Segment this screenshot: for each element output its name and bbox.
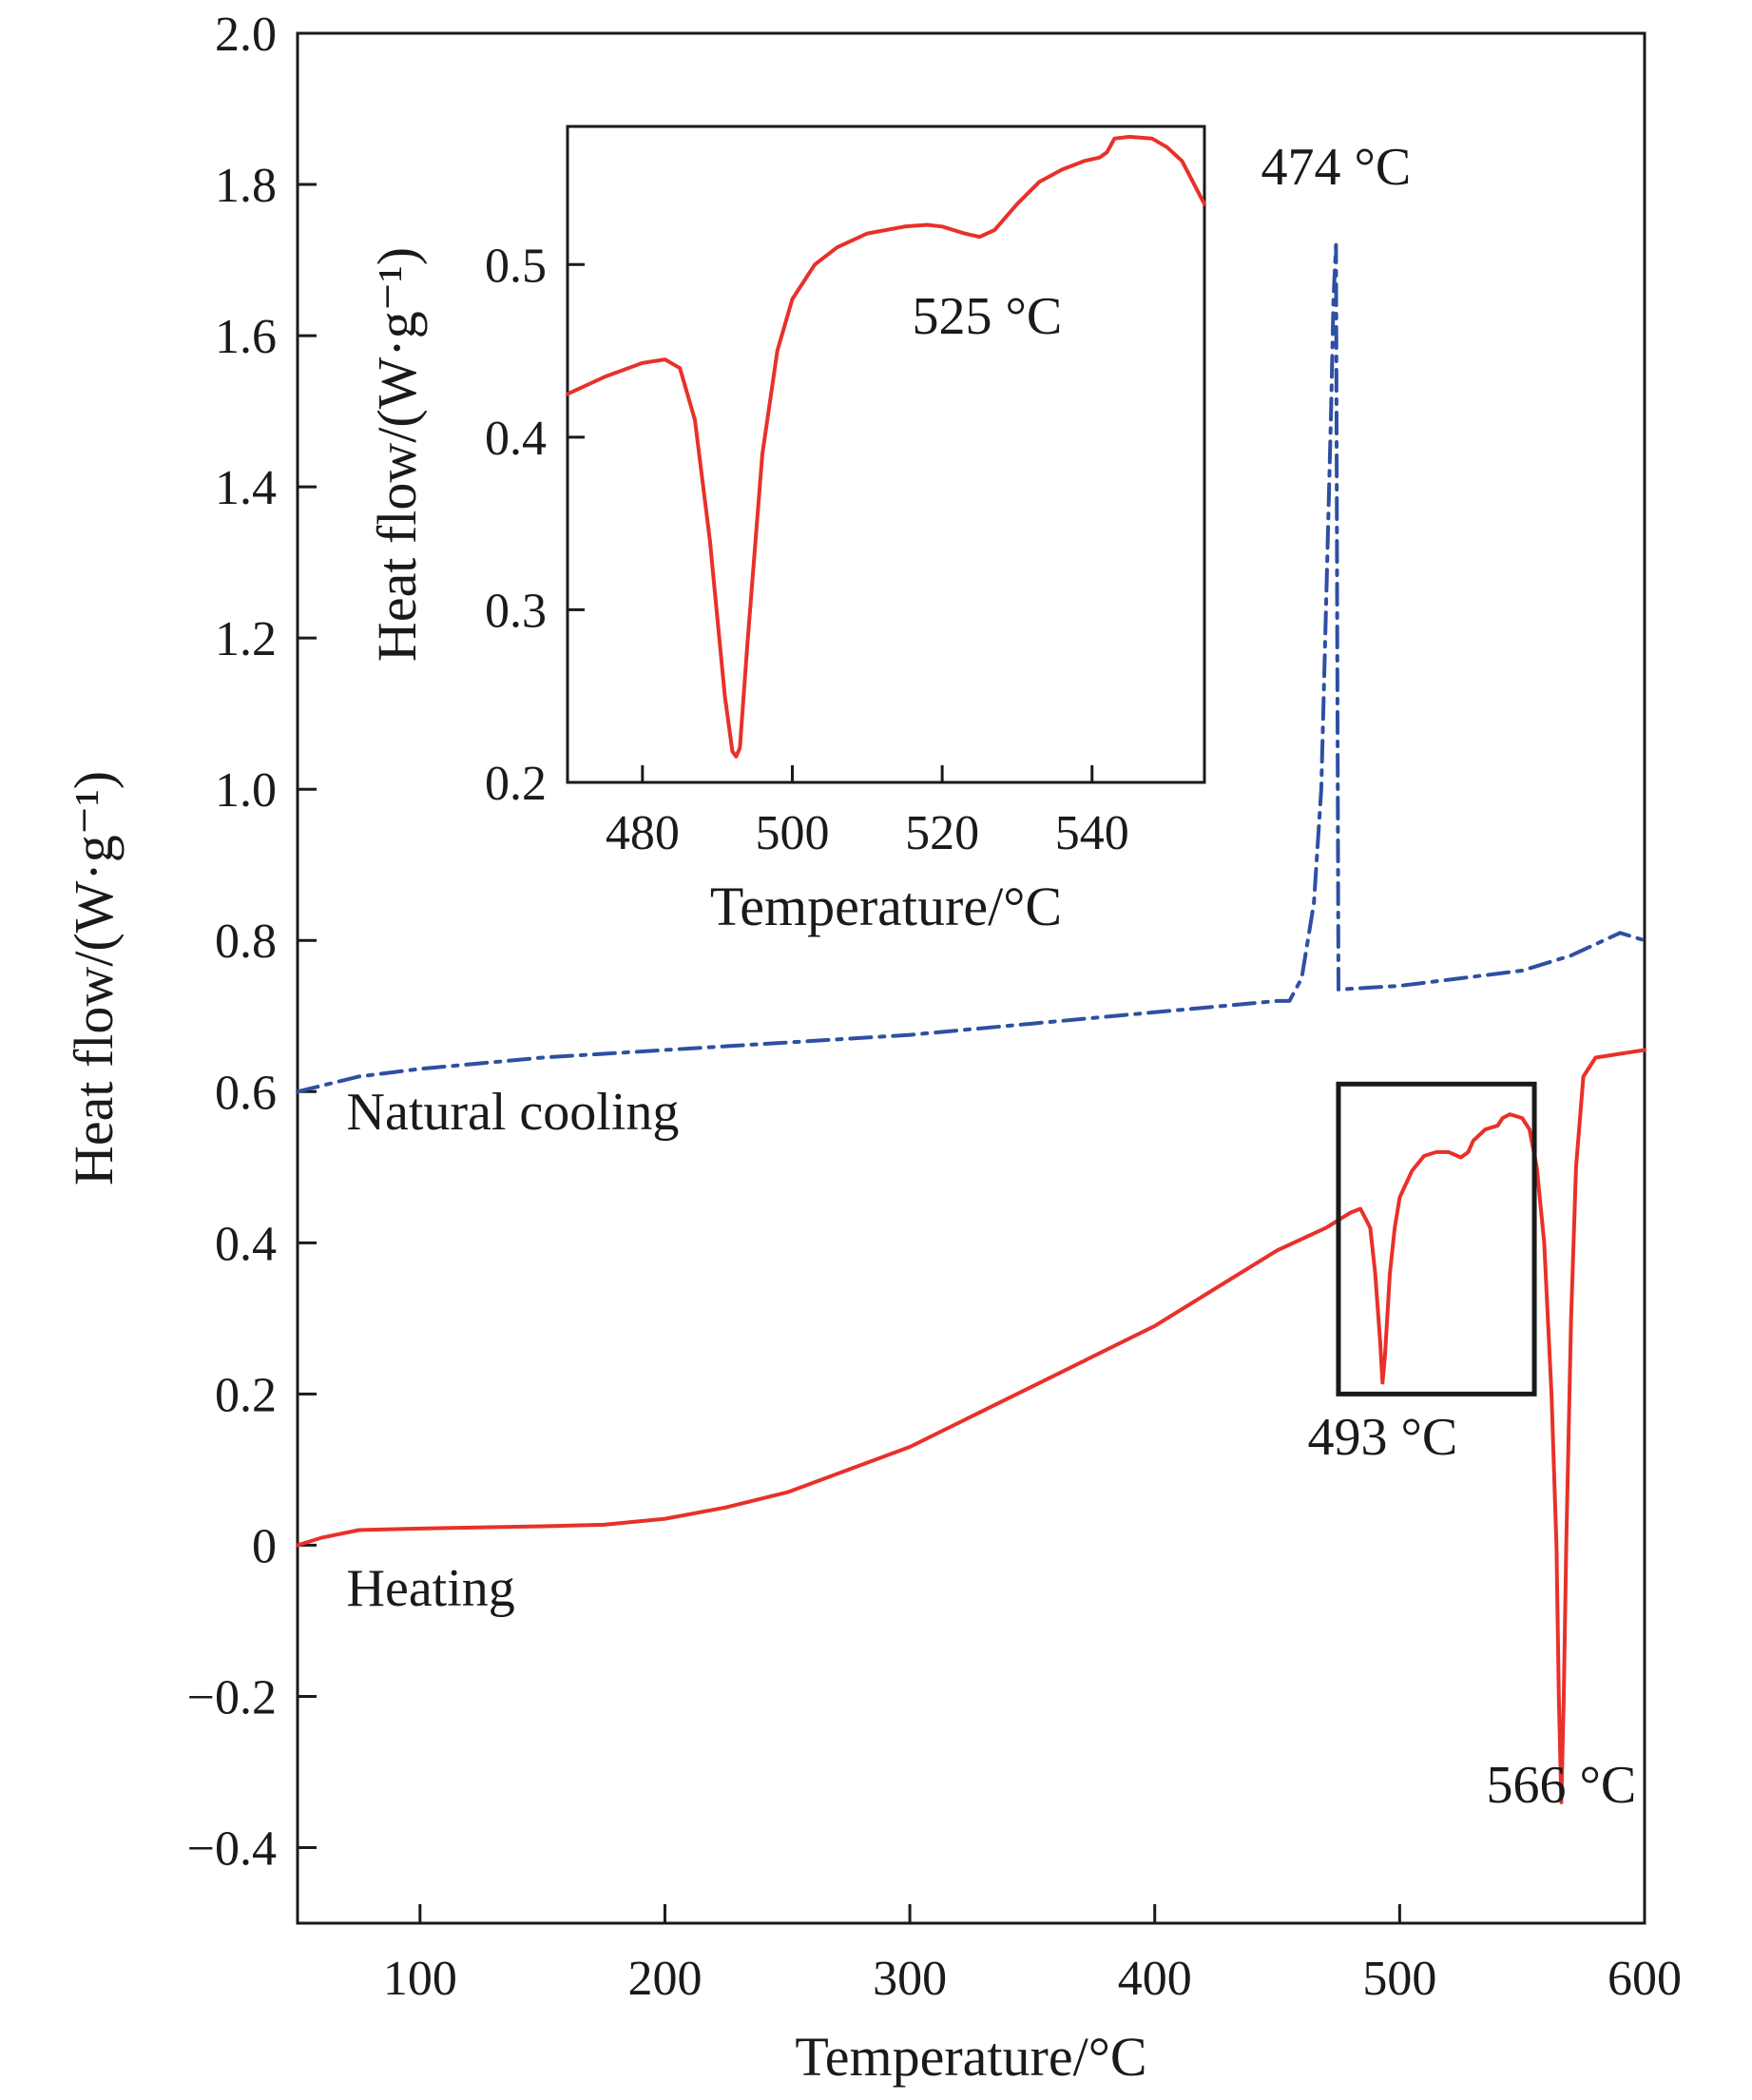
- main-y-tick-label: 2.0: [215, 8, 277, 62]
- inset-x-tick-label: 540: [1055, 806, 1129, 860]
- main-plot-frame: [296, 31, 1646, 1925]
- main-x-tick-label: 100: [383, 1952, 457, 2006]
- main-y-tick-label: 1.8: [215, 159, 277, 213]
- main-series-heating-line: [296, 1048, 1646, 1804]
- main-x-tick-label: 500: [1362, 1952, 1436, 2006]
- main-x-axis-title: Temperature/°C: [795, 2026, 1146, 2088]
- inset-series-heating-line: [566, 134, 1206, 759]
- main-x-tick-label: 300: [873, 1952, 947, 2006]
- inset-y-tick-label: 0.2: [485, 757, 547, 811]
- inset-x-axis-title: Temperature/°C: [710, 876, 1062, 937]
- main-y-tick-label: 0.4: [215, 1217, 277, 1271]
- inset-y-axis-title: Heat flow/(W·g⁻¹): [366, 247, 428, 662]
- inset-y-tick-label: 0.3: [485, 584, 547, 638]
- main-annotation: 474 °C: [1261, 138, 1412, 197]
- inset-x-tick-label: 500: [755, 806, 829, 860]
- main-y-tick-label: 0.6: [215, 1066, 277, 1120]
- main-x-tick-label: 400: [1118, 1952, 1192, 2006]
- main-x-tick-label: 200: [627, 1952, 702, 2006]
- inset-annotation: 525 °C: [913, 287, 1063, 346]
- main-y-axis-title: Heat flow/(W·g⁻¹): [63, 771, 125, 1185]
- main-series-natural-cooling-line: [296, 242, 1646, 1094]
- inset-background: [568, 126, 1204, 782]
- main-x-tick-label: 600: [1608, 1952, 1682, 2006]
- inset-y-tick-label: 0.5: [485, 239, 547, 293]
- inset-y-tick-label: 0.4: [485, 412, 547, 466]
- main-annotation: Heating: [347, 1559, 515, 1618]
- main-annotation: 493 °C: [1307, 1408, 1457, 1467]
- inset-x-tick-label: 480: [606, 806, 680, 860]
- main-y-tick-label: 1.0: [215, 763, 277, 818]
- inset-x-tick-label: 520: [905, 806, 979, 860]
- main-y-tick-label: −0.2: [187, 1670, 277, 1724]
- main-y-tick-label: −0.4: [187, 1821, 277, 1876]
- main-y-tick-label: 0: [252, 1519, 277, 1573]
- main-plot: 100 200 300 400 500 600 −0.4 −0.2 0 0.2 0.4 0.6 0.8 1…: [63, 8, 1682, 2088]
- main-y-tick-label: 0.8: [215, 915, 277, 969]
- main-y-tick-label: 1.4: [215, 461, 277, 515]
- main-zoom-region-box: [1336, 1081, 1537, 1397]
- main-y-tick-label: 1.6: [215, 310, 277, 364]
- main-y-tick-label: 1.2: [215, 612, 277, 666]
- inset-plot: 480 500 520 540 0.2 0.3 0.4 0.5 Temperature/°C He…: [366, 125, 1206, 937]
- main-annotation: 566 °C: [1487, 1756, 1637, 1815]
- inset-plot-frame: [566, 125, 1206, 784]
- main-annotation: Natural cooling: [347, 1083, 680, 1142]
- main-y-tick-label: 0.2: [215, 1368, 277, 1422]
